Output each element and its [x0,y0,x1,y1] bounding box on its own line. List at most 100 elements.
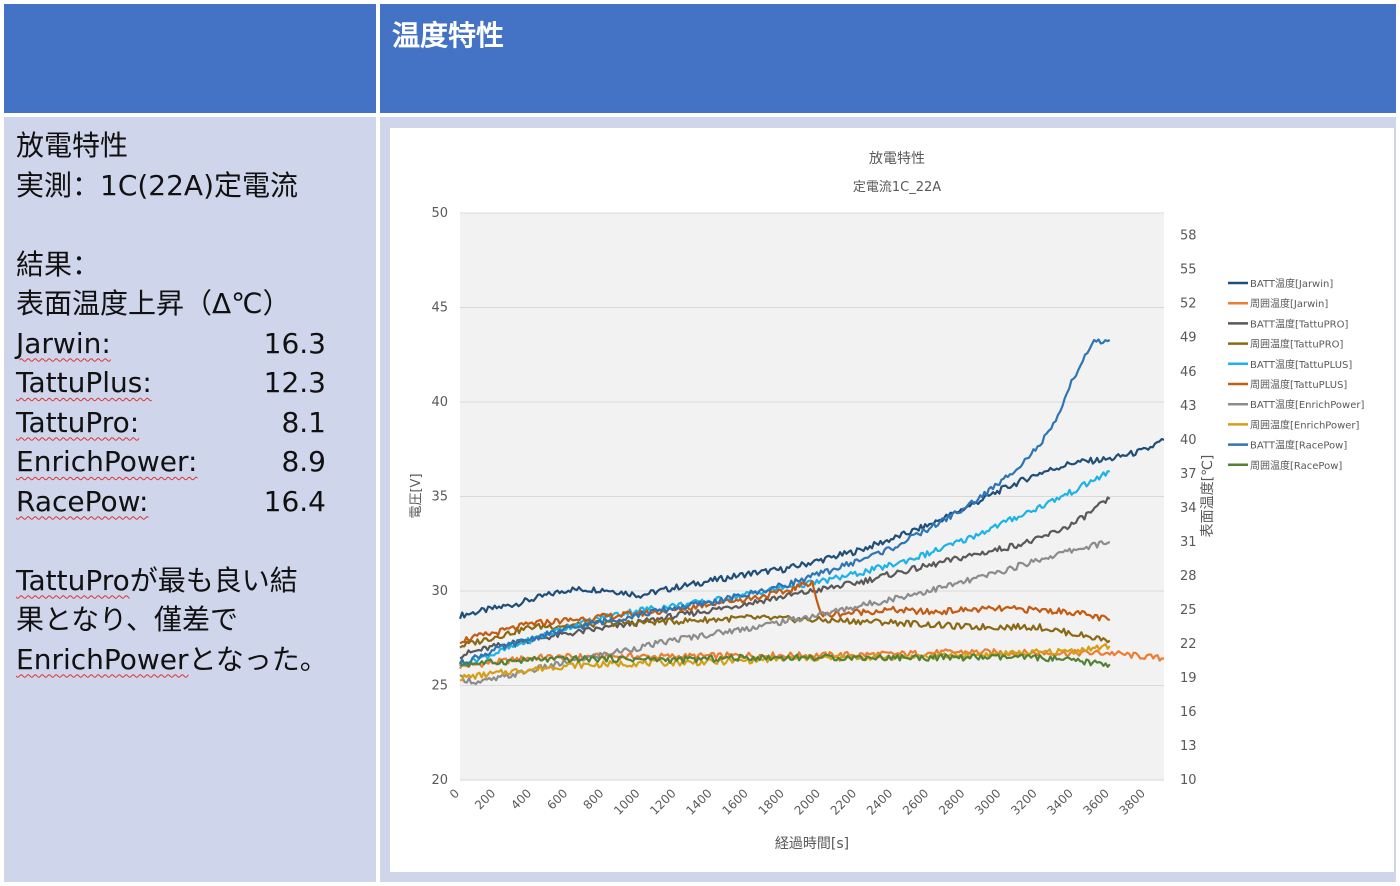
x-tick-label: 1000 [611,786,642,817]
result-row-name: Jarwin: [16,326,111,360]
result-row: RacePow: 16.4 [16,482,366,522]
chart-title: 放電特性 [869,151,925,167]
x-axis-label: 経過時間[s] [775,836,849,852]
notes-rise-label: 表面温度上昇（Δ℃） [16,287,291,320]
header-left-cell [4,4,376,113]
y2-tick-label: 52 [1180,297,1197,312]
notes-text: 放電特性 実測：1C(22A)定電流 結果： 表面温度上昇（Δ℃） Jarwin… [16,126,366,679]
conclusion-text: となった。 [188,642,328,676]
series-lines [458,338,1165,686]
legend-label: 周囲温度[EnrichPower] [1250,418,1360,431]
legend-label: BATT温度[TattuPLUS] [1250,358,1352,371]
legend-label: BATT温度[Jarwin] [1250,277,1333,290]
result-row-value: 16.4 [263,484,326,518]
conclusion-line-3: EnrichPowerとなった。 [16,640,366,680]
legend-label: 周囲温度[RacePow] [1250,459,1342,472]
y2-tick-label: 58 [1180,229,1197,244]
conclusion-brand: EnrichPower [16,642,189,676]
discharge-chart: 放電特性 定電流1C_22A 20 25 30 35 40 45 50 10 13 16 19 22… [409,151,1364,852]
result-row-value: 8.9 [281,445,326,478]
x-tick-label: 200 [472,786,498,812]
y-tick-label: 35 [431,490,448,505]
legend: BATT温度[Jarwin] 周囲温度[Jarwin] BATT温度[TattuPR… [1228,277,1364,472]
x-tick-label: 2000 [792,786,823,817]
y2-tick-label: 10 [1180,773,1197,788]
page-title: 温度特性 [392,19,505,52]
x-tick-label: 400 [508,786,534,812]
y-tick-label: 25 [431,679,448,694]
y2-tick-label: 37 [1180,467,1197,482]
result-row-value: 8.1 [281,405,326,439]
result-row-name: TattuPlus: [16,366,152,399]
y2-tick-label: 34 [1180,501,1197,516]
legend-label: BATT温度[TattuPRO] [1250,317,1348,330]
x-tick-label: 3800 [1117,786,1148,817]
y-tick-label: 20 [431,773,448,788]
conclusion-brand: TattuPro [16,563,130,597]
header-right-cell: 温度特性 [380,4,1396,113]
chart-subtitle: 定電流1C_22A [853,180,941,195]
y-tick-label: 45 [431,301,448,316]
series-line [458,338,1111,665]
y2-tick-label: 22 [1180,637,1197,652]
x-axis-ticks: 0 200 400 600 800 1000 1200 1400 1600 1800 2000 220… [447,786,1148,817]
x-tick-label: 2800 [936,786,967,817]
y-tick-label: 30 [431,584,448,599]
result-row: EnrichPower: 8.9 [16,442,366,482]
y2-axis-ticks: 10 13 16 19 22 25 28 31 34 37 40 43 46 49 52 55 58 [1180,229,1197,788]
result-row: TattuPlus: 12.3 [16,363,366,403]
x-tick-label: 800 [580,786,606,812]
y2-tick-label: 28 [1180,569,1197,584]
x-tick-label: 3600 [1080,786,1111,817]
result-row-name: RacePow: [16,484,149,518]
y2-tick-label: 43 [1180,399,1197,414]
x-tick-label: 3200 [1008,786,1039,817]
y2-tick-label: 49 [1180,331,1197,346]
chart-area: 放電特性 定電流1C_22A 20 25 30 35 40 45 50 10 13 16 19 22… [390,128,1394,872]
notes-result-label: 結果： [16,247,101,281]
series-line [459,653,1111,668]
legend-label: 周囲温度[TattuPLUS] [1250,378,1347,391]
x-tick-label: 3000 [972,786,1003,817]
y2-tick-label: 46 [1180,365,1197,380]
series-line [458,438,1165,620]
y-tick-label: 40 [431,395,448,410]
legend-label: BATT温度[EnrichPower] [1250,398,1364,411]
y-tick-label: 50 [431,206,448,221]
y2-tick-label: 16 [1180,705,1197,720]
x-tick-label: 1600 [719,786,750,817]
conclusion-text: が最も良い結 [129,563,298,597]
notes-spacer [16,205,366,245]
result-row-value: 12.3 [263,366,326,399]
x-tick-label: 2400 [864,786,895,817]
x-tick-label: 0 [447,786,462,801]
y2-tick-label: 31 [1180,535,1197,550]
x-tick-label: 2200 [828,786,859,817]
notes-heading: 放電特性 [16,129,129,162]
x-tick-label: 2600 [900,786,931,817]
notes-spacer [16,521,366,561]
result-row: TattuPro: 8.1 [16,403,366,443]
result-row-name: TattuPro: [16,405,140,439]
notes-cell [4,117,376,882]
legend-label: 周囲温度[TattuPRO] [1250,338,1344,351]
x-tick-label: 3400 [1044,786,1075,817]
y2-axis-label: 表面温度[℃] [1200,455,1216,538]
y-axis-label: 電圧[V] [409,473,424,518]
y2-tick-label: 19 [1180,671,1197,686]
y-axis-ticks: 20 25 30 35 40 45 50 [431,206,448,788]
x-tick-label: 1400 [683,786,714,817]
legend-label: 周囲温度[Jarwin] [1250,297,1328,310]
result-row: Jarwin: 16.3 [16,324,366,364]
result-row-name: EnrichPower: [16,445,198,478]
notes-measure: 実測：1C(22A)定電流 [16,168,298,202]
series-line [459,496,1111,660]
y2-tick-label: 25 [1180,603,1197,618]
series-line [459,580,1111,645]
y2-tick-label: 40 [1180,433,1197,448]
legend-label: BATT温度[RacePow] [1250,439,1347,452]
x-tick-label: 1800 [756,786,787,817]
y2-tick-label: 13 [1180,739,1197,754]
y2-tick-label: 55 [1180,263,1197,278]
x-tick-label: 600 [544,786,570,812]
